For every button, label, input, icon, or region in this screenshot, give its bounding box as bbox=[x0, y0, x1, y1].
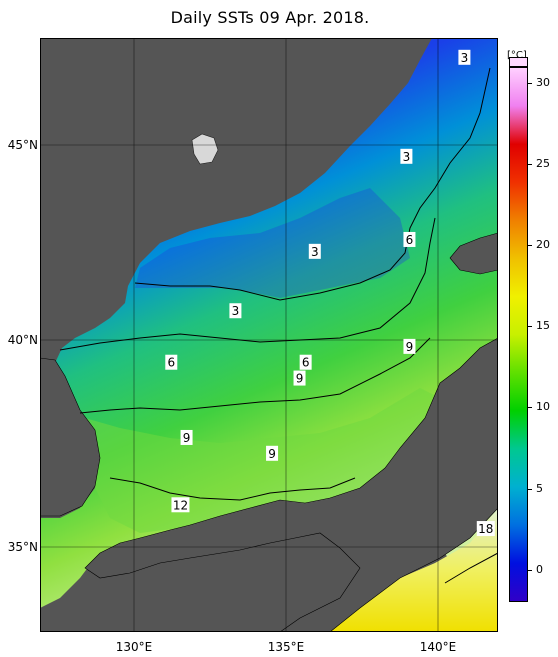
contour-label: 3 bbox=[229, 303, 242, 319]
colorbar-tick-label: 30 bbox=[536, 76, 550, 90]
lon-label-140: 140°E bbox=[419, 640, 457, 654]
colorbar-tick-mark bbox=[528, 164, 532, 166]
svg-text:9: 9 bbox=[268, 447, 276, 461]
graticule bbox=[40, 38, 498, 632]
lat-label-35: 35°N bbox=[7, 540, 38, 554]
colorbar-top-cap bbox=[509, 57, 528, 67]
svg-text:3: 3 bbox=[461, 51, 469, 65]
colorbar-tick-mark bbox=[528, 83, 532, 85]
pacific-ocean bbox=[330, 508, 498, 632]
contour-label: 9 bbox=[180, 429, 193, 445]
svg-text:3: 3 bbox=[311, 245, 319, 259]
lat-label-45: 45°N bbox=[7, 138, 38, 152]
contour-label: 9 bbox=[403, 338, 416, 354]
colorbar-tick-label: 0 bbox=[536, 562, 543, 576]
contour-label: 3 bbox=[308, 243, 321, 259]
lat-label-40: 40°N bbox=[7, 333, 38, 347]
contour-label: 6 bbox=[165, 354, 178, 370]
contour-label: 6 bbox=[403, 231, 416, 247]
colorbar-tick-mark bbox=[528, 245, 532, 247]
lon-label-135: 135°E bbox=[267, 640, 305, 654]
colorbar-tick-label: 20 bbox=[536, 238, 550, 252]
svg-text:6: 6 bbox=[406, 233, 414, 247]
contour-label: 3 bbox=[400, 148, 413, 164]
lon-label-130: 130°E bbox=[115, 640, 153, 654]
contour-label: 12 bbox=[171, 497, 190, 513]
svg-text:3: 3 bbox=[232, 304, 240, 318]
contour-label: 6 bbox=[299, 354, 312, 370]
colorbar-tick-label: 10 bbox=[536, 400, 550, 414]
svg-text:9: 9 bbox=[183, 431, 191, 445]
contour-label-layer: 3 3 3 6 3 6 6 9 9 9 9 12 18 bbox=[165, 49, 495, 537]
colorbar-tick-mark bbox=[528, 488, 532, 490]
map-title: Daily SSTs 09 Apr. 2018. bbox=[170, 8, 370, 27]
colorbar-unit: [°C] bbox=[507, 50, 527, 61]
colorbar-tick-mark bbox=[528, 407, 532, 409]
honshu-land bbox=[84, 337, 498, 632]
korea-land bbox=[40, 357, 101, 517]
colorbar-tick-label: 5 bbox=[536, 481, 543, 495]
cool-band bbox=[135, 188, 410, 298]
hokkaido-land bbox=[449, 232, 498, 275]
svg-text:9: 9 bbox=[296, 372, 304, 386]
svg-text:9: 9 bbox=[406, 340, 414, 354]
colorbar-tick-mark bbox=[528, 326, 532, 328]
svg-text:3: 3 bbox=[403, 150, 411, 164]
sst-map: 3 3 3 6 3 6 6 9 9 9 9 12 18 bbox=[40, 38, 498, 632]
svg-text:6: 6 bbox=[302, 356, 310, 370]
svg-text:18: 18 bbox=[478, 522, 493, 536]
svg-text:6: 6 bbox=[167, 356, 175, 370]
colorbar-tick-label: 15 bbox=[536, 319, 550, 333]
contour-label: 3 bbox=[458, 49, 471, 65]
colorbar bbox=[509, 67, 528, 602]
svg-text:12: 12 bbox=[173, 498, 188, 512]
contour-label: 18 bbox=[476, 521, 495, 537]
colorbar-tick-mark bbox=[528, 569, 532, 571]
contour-label: 9 bbox=[266, 445, 279, 461]
colorbar-tick-label: 25 bbox=[536, 157, 550, 171]
lake-khanka bbox=[191, 133, 219, 165]
contour-label: 9 bbox=[293, 370, 306, 386]
